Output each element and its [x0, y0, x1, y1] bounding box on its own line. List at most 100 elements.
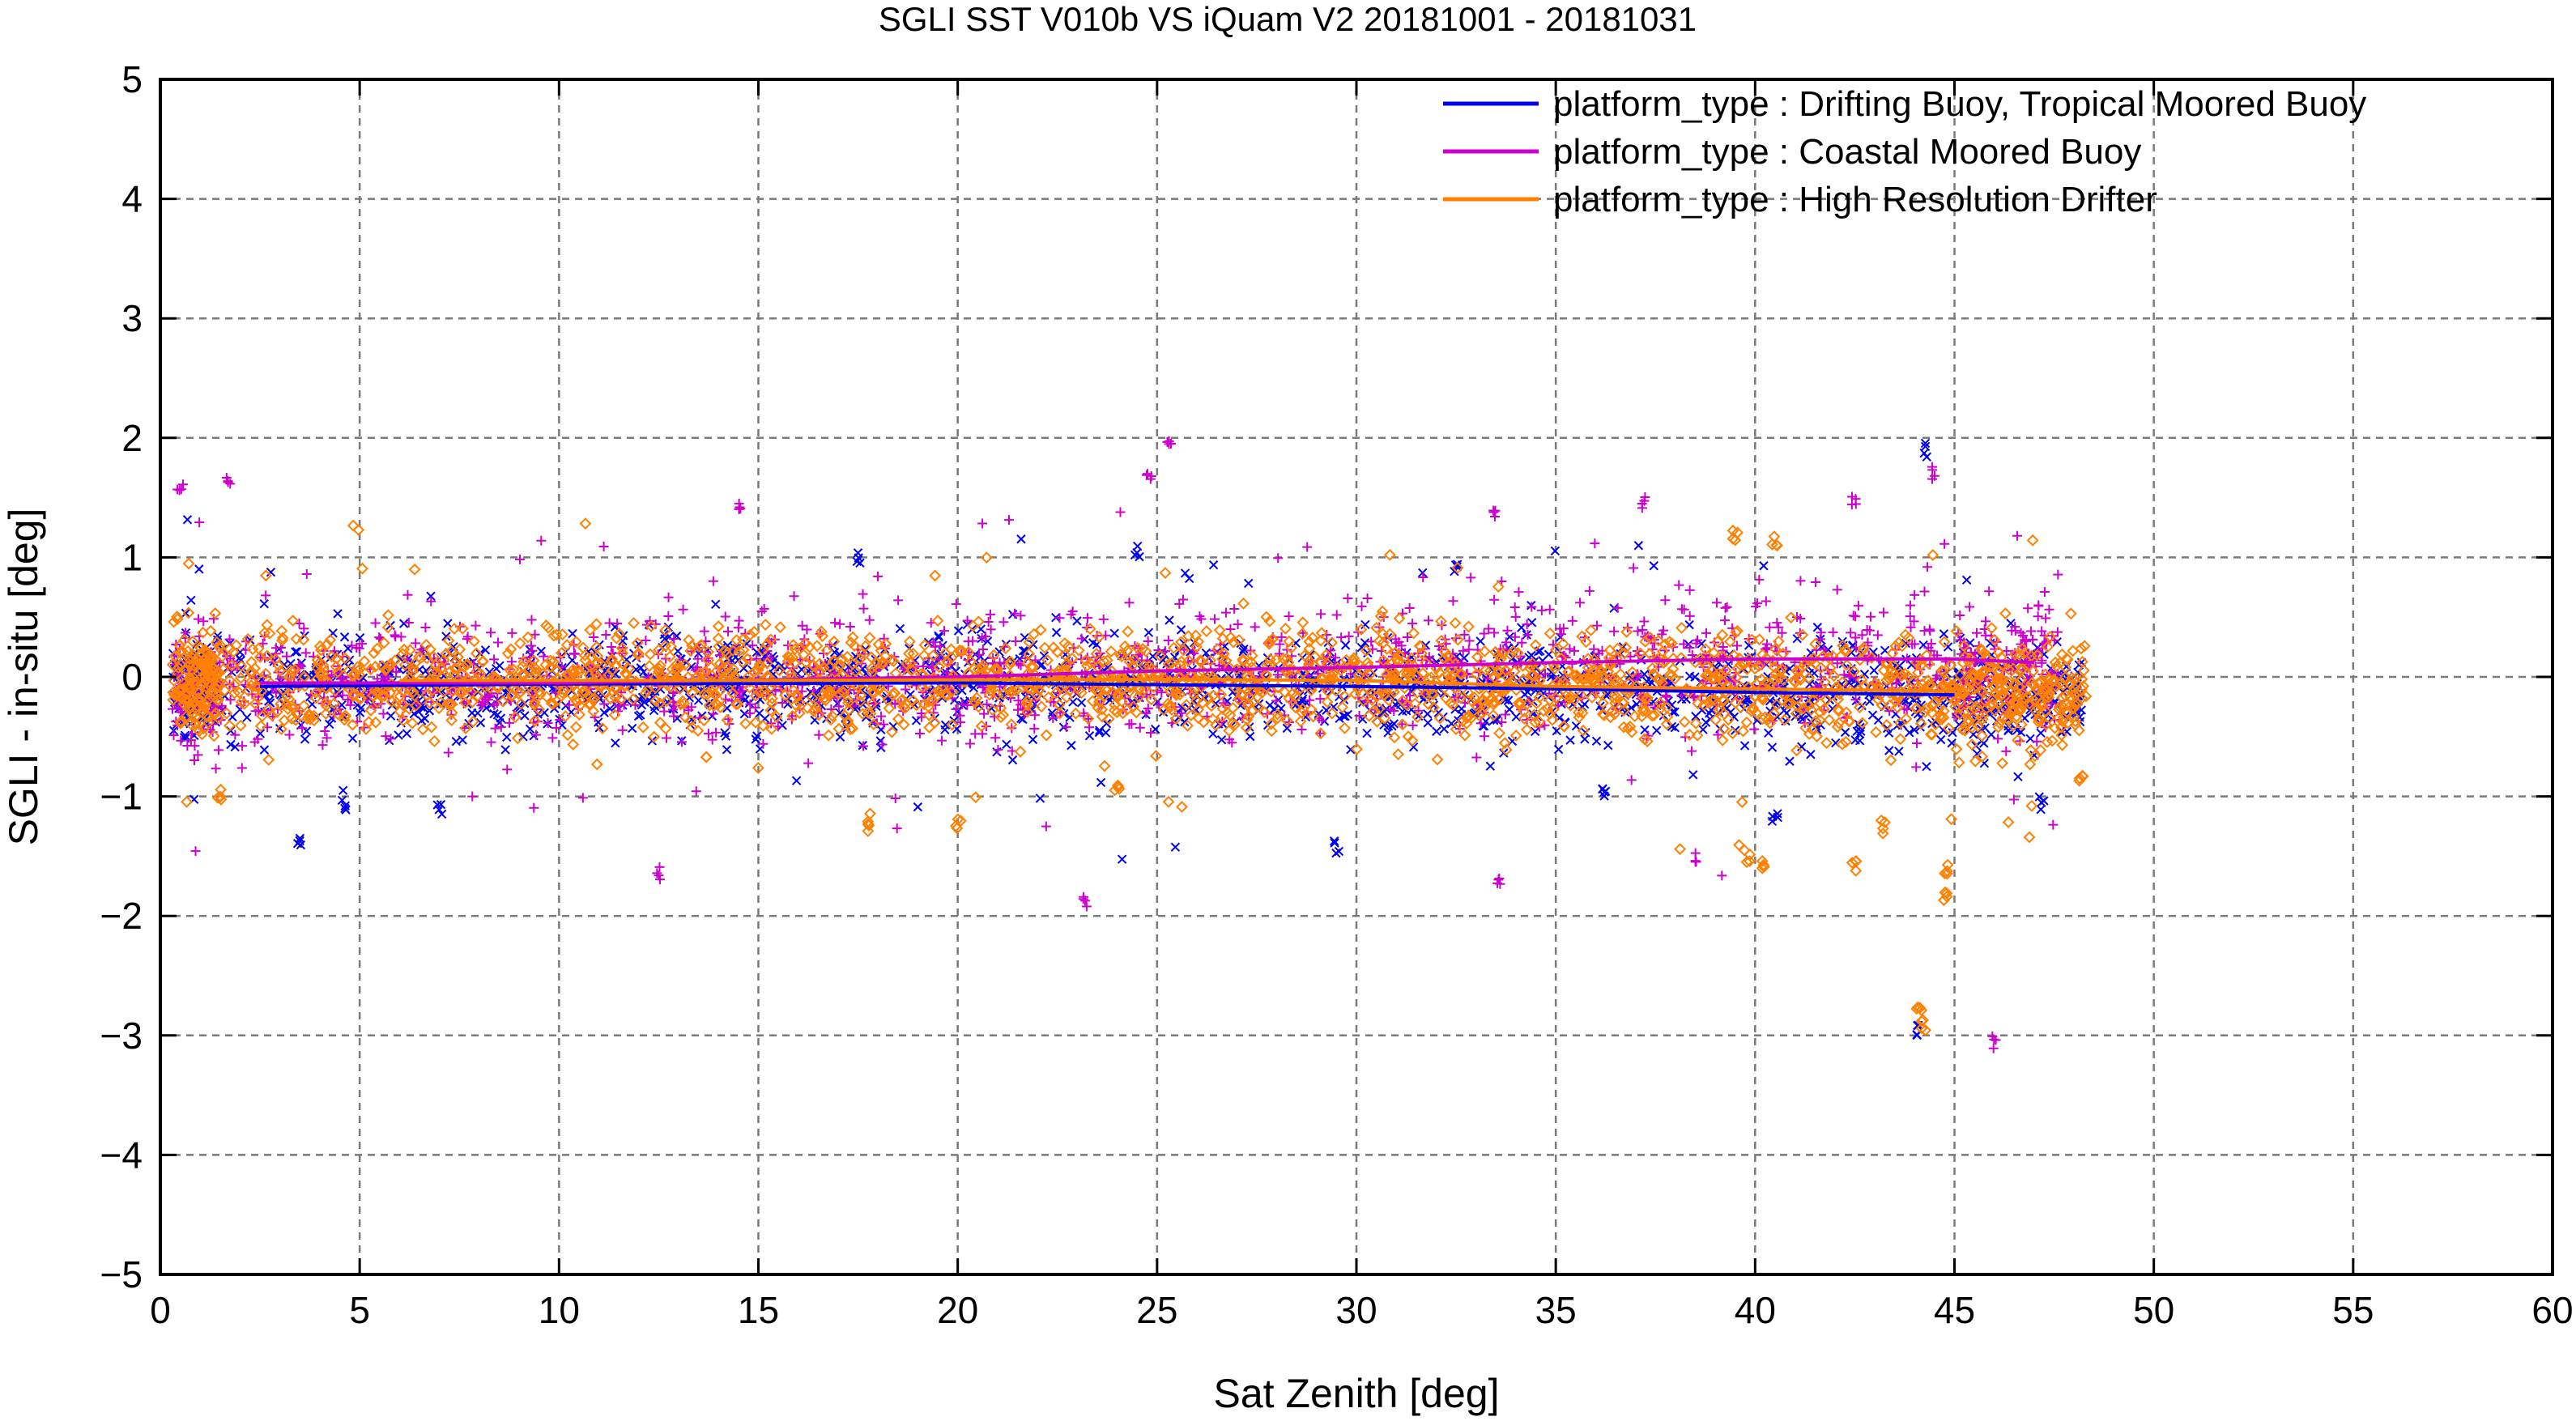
data-point: [977, 644, 988, 654]
data-point: [1540, 669, 1551, 679]
data-point: [1362, 728, 1372, 738]
data-point: [1339, 721, 1351, 734]
data-point: [700, 751, 713, 764]
data-point: [2039, 587, 2050, 598]
data-point: [1177, 703, 1187, 713]
data-point: [1250, 622, 1260, 632]
data-point: [1096, 777, 1106, 788]
data-point: [297, 723, 308, 734]
data-point: [1317, 715, 1327, 725]
data-point: [1145, 727, 1156, 738]
data-point: [1639, 616, 1650, 627]
data-point: [754, 708, 764, 718]
data-point: [1955, 611, 1965, 621]
data-point: [1336, 632, 1347, 643]
data-point: [1150, 750, 1162, 763]
data-point: [226, 739, 236, 750]
data-point: [1589, 644, 1599, 654]
data-point: [264, 696, 274, 706]
data-point: [180, 730, 190, 740]
data-point: [1067, 740, 1076, 751]
data-point: [1988, 1043, 1999, 1053]
data-point: [693, 696, 704, 705]
data-point: [1041, 821, 1051, 832]
data-point: [1544, 604, 1555, 615]
data-point: [1803, 710, 1814, 720]
data-point: [1719, 615, 1730, 626]
data-point: [759, 603, 769, 614]
data-point: [1850, 735, 1860, 745]
data-point: [756, 606, 767, 617]
data-point: [1423, 709, 1433, 719]
chart-title: SGLI SST V010b VS iQuam V2 20181001 - 20…: [879, 0, 1697, 38]
data-point: [1773, 809, 1782, 819]
data-point: [1692, 635, 1703, 645]
data-point: [1303, 686, 1314, 696]
data-point: [892, 823, 902, 834]
data-point: [1176, 625, 1186, 635]
data-point: [1938, 725, 1948, 735]
data-point: [707, 734, 717, 745]
data-point: [1772, 618, 1782, 628]
data-point: [1862, 624, 1872, 635]
data-point: [1620, 626, 1633, 638]
data-point: [1526, 618, 1537, 628]
data-point: [1180, 717, 1190, 727]
data-point: [930, 641, 940, 652]
data-point: [1812, 623, 1823, 632]
data-point: [1584, 585, 1595, 596]
data-point: [260, 569, 272, 582]
data-point: [1556, 629, 1566, 640]
data-point: [1920, 441, 1931, 452]
data-point: [1509, 602, 1520, 613]
data-point: [1174, 598, 1185, 609]
data-point: [443, 747, 453, 758]
data-point: [470, 620, 481, 631]
data-point: [627, 723, 637, 734]
data-point: [505, 717, 515, 728]
data-point: [1853, 601, 1863, 611]
data-point: [700, 751, 713, 764]
data-point: [923, 721, 936, 734]
data-point: [513, 637, 526, 650]
data-point: [777, 698, 788, 708]
data-point: [985, 609, 995, 619]
data-point: [893, 595, 904, 606]
data-point: [462, 632, 473, 642]
data-point: [2036, 804, 2046, 815]
data-point: [1072, 644, 1085, 657]
data-point: [1948, 727, 1957, 738]
data-point: [1030, 695, 1041, 705]
data-point: [1785, 756, 1795, 766]
data-point: [1773, 812, 1782, 823]
data-point: [412, 698, 423, 708]
data-point: [830, 618, 841, 628]
data-point: [914, 728, 925, 738]
data-point: [1522, 629, 1533, 640]
data-point: [1279, 623, 1292, 635]
data-point: [299, 623, 309, 634]
data-point: [1950, 742, 1963, 755]
data-point: [1275, 639, 1285, 649]
data-point: [1723, 659, 1733, 670]
data-point: [637, 721, 649, 734]
data-point: [1674, 580, 1684, 590]
data-point: [1302, 542, 1313, 552]
data-point: [1662, 691, 1672, 702]
data-point: [1450, 566, 1459, 576]
data-point: [347, 640, 357, 651]
data-point: [1480, 717, 1491, 726]
data-point: [791, 776, 802, 785]
data-point: [1448, 596, 1458, 606]
data-point: [2041, 613, 2051, 623]
data-point: [1229, 603, 1240, 614]
data-point: [1832, 585, 1842, 595]
data-point: [1233, 619, 1243, 630]
data-point: [1845, 671, 1855, 682]
data-point: [601, 629, 611, 640]
data-point: [230, 742, 240, 752]
data-point: [691, 786, 701, 797]
data-point: [190, 846, 201, 857]
data-point: [637, 700, 647, 710]
data-point: [1488, 505, 1499, 516]
